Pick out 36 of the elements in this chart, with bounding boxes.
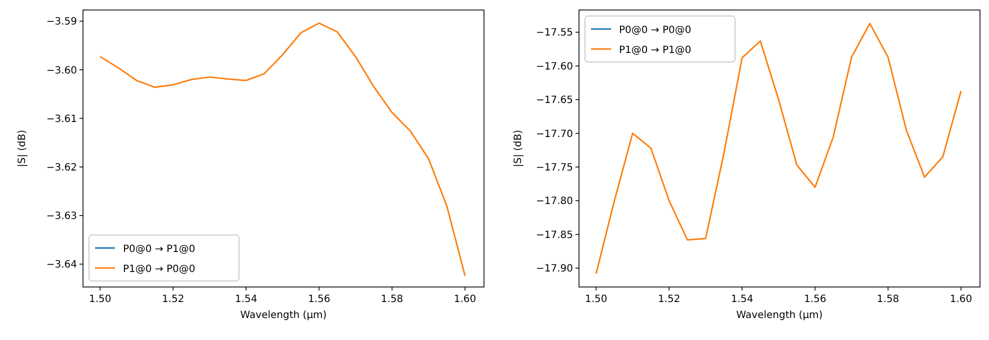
x-tick-label: 1.50: [89, 294, 112, 305]
x-tick-label: 1.60: [454, 294, 476, 305]
y-tick-label: −17.75: [536, 162, 573, 174]
x-tick-label: 1.52: [162, 294, 184, 305]
y-tick-label: −17.90: [536, 264, 573, 275]
line-series: [595, 22, 962, 274]
y-tick-label: −3.64: [46, 260, 77, 271]
x-tick-label: 1.60: [950, 294, 972, 305]
y-tick-label: −3.63: [46, 211, 77, 222]
x-axis-title: Wavelength (µm): [240, 310, 327, 321]
legend-label: P1@0 → P1@0: [619, 45, 692, 56]
y-tick-label: −3.60: [46, 65, 77, 76]
x-tick-label: 1.52: [658, 294, 680, 305]
x-tick-label: 1.50: [585, 294, 608, 305]
y-tick-label: −17.65: [536, 95, 573, 106]
y-tick-label: −17.55: [536, 28, 573, 39]
x-tick-label: 1.56: [308, 294, 330, 305]
y-tick-label: −3.61: [46, 114, 77, 125]
y-tick-label: −17.85: [536, 230, 573, 241]
x-tick-label: 1.54: [234, 294, 258, 305]
line-series: [99, 22, 466, 277]
y-tick-label: −3.59: [46, 16, 77, 28]
x-axis-title: Wavelength (µm): [736, 310, 823, 321]
y-tick-label: −17.80: [536, 196, 573, 208]
legend-label: P0@0 → P1@0: [123, 244, 196, 255]
legend-label: P0@0 → P0@0: [619, 25, 692, 36]
x-tick-label: 1.58: [876, 294, 900, 305]
y-tick-label: −17.70: [536, 128, 573, 140]
x-tick-label: 1.56: [804, 294, 826, 305]
legend-label: P1@0 → P0@0: [123, 264, 196, 275]
y-axis-title: |S| (dB): [513, 130, 524, 168]
x-tick-label: 1.54: [730, 294, 754, 305]
y-axis-title: |S| (dB): [17, 130, 28, 168]
y-tick-label: −17.60: [536, 61, 573, 72]
x-tick-label: 1.58: [380, 294, 404, 305]
y-tick-label: −3.62: [46, 162, 77, 174]
